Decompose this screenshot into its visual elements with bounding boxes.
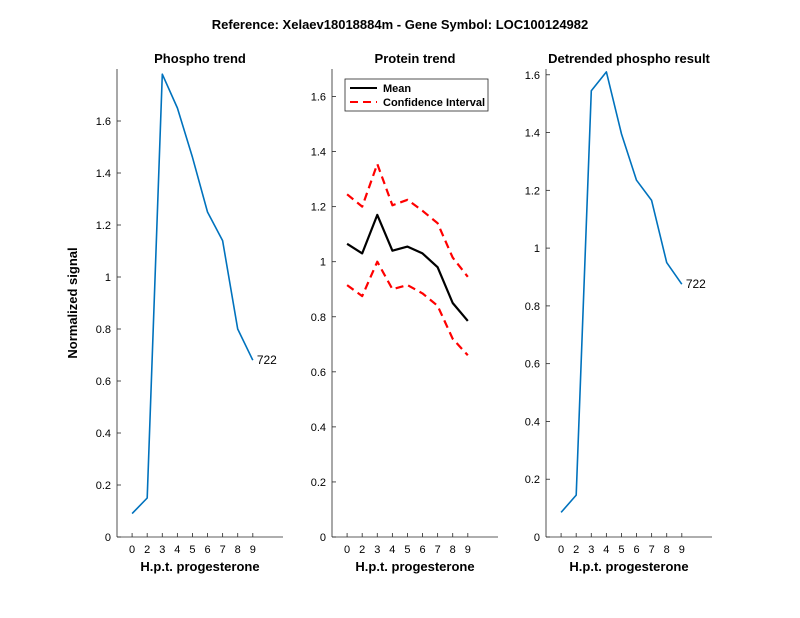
series-line-1 [131, 73, 254, 515]
x-tick-label: 8 [450, 544, 456, 556]
x-tick-label: 2 [144, 544, 150, 556]
x-axis-label: H.p.t. progesterone [140, 559, 259, 574]
subplot-title: Detrended phospho result [548, 51, 710, 66]
y-tick-label: 1.6 [311, 92, 326, 104]
axes-container: 00.20.40.60.811.21.41.60 2 3 4 5 6 7 8 9Phospho … [65, 51, 712, 574]
series-line-1 [560, 71, 683, 513]
y-tick-label: 1.4 [525, 128, 540, 140]
y-tick-label: 1.2 [311, 202, 326, 214]
y-tick-label: 0 [320, 532, 326, 544]
x-tick-label: 3 [588, 544, 594, 556]
legend-label: Confidence Interval [383, 97, 485, 109]
y-tick-label: 0.4 [311, 422, 326, 434]
legend-label: Mean [383, 83, 411, 95]
x-tick-label: 4 [603, 544, 609, 556]
subplot-2: 00.20.40.60.811.21.41.60 2 3 4 5 6 7 8 9Protein … [311, 51, 498, 574]
x-tick-label: 0 [558, 544, 564, 556]
series-line-3 [346, 260, 469, 357]
x-tick-label: 2 [359, 544, 365, 556]
y-tick-label: 0 [534, 532, 540, 544]
y-tick-label: 1.2 [525, 185, 540, 197]
y-tick-label: 1.6 [96, 116, 111, 128]
end-point-annotation: 722 [686, 277, 706, 291]
x-tick-label: 8 [235, 544, 241, 556]
y-tick-label: 1 [105, 272, 111, 284]
y-tick-label: 0.8 [525, 301, 540, 313]
x-tick-label: 3 [374, 544, 380, 556]
y-tick-label: 1.4 [96, 168, 111, 180]
y-tick-label: 0.4 [525, 416, 540, 428]
y-tick-label: 0.8 [96, 324, 111, 336]
y-tick-label: 0.2 [525, 474, 540, 486]
y-tick-label: 0.2 [311, 477, 326, 489]
series-line-1 [346, 213, 469, 322]
end-point-annotation: 722 [257, 353, 277, 367]
y-tick-label: 0 [105, 532, 111, 544]
x-tick-label: 7 [220, 544, 226, 556]
x-tick-label: 4 [174, 544, 180, 556]
x-tick-label: 9 [679, 544, 685, 556]
y-tick-label: 0.8 [311, 312, 326, 324]
x-tick-label: 7 [649, 544, 655, 556]
x-tick-label: 7 [435, 544, 441, 556]
legend: Mean Confidence Interval [344, 78, 489, 112]
subplot-3: 00.20.40.60.811.21.41.60 2 3 4 5 6 7 8 9Detrende… [525, 51, 712, 574]
x-tick-label: 9 [250, 544, 256, 556]
y-tick-label: 0.6 [311, 367, 326, 379]
x-tick-label: 6 [419, 544, 425, 556]
subplot-title: Phospho trend [154, 51, 246, 66]
x-tick-label: 3 [159, 544, 165, 556]
y-tick-label: 0.6 [96, 376, 111, 388]
x-tick-label: 4 [389, 544, 395, 556]
x-tick-label: 5 [404, 544, 410, 556]
y-axis-label: Normalized signal [65, 247, 80, 358]
series-line-2 [346, 162, 469, 278]
figure-title: Reference: Xelaev18018884m - Gene Symbol… [212, 17, 589, 32]
x-tick-label: 5 [618, 544, 624, 556]
x-tick-label: 9 [465, 544, 471, 556]
y-tick-label: 1.2 [96, 220, 111, 232]
x-tick-label: 6 [204, 544, 210, 556]
y-tick-label: 1 [534, 243, 540, 255]
y-tick-label: 1.4 [311, 147, 326, 159]
x-tick-label: 6 [633, 544, 639, 556]
y-tick-label: 1.6 [525, 70, 540, 82]
y-tick-label: 1 [320, 257, 326, 269]
x-axis-label: H.p.t. progesterone [355, 559, 474, 574]
y-tick-label: 0.6 [525, 359, 540, 371]
y-tick-label: 0.4 [96, 428, 111, 440]
x-tick-label: 5 [189, 544, 195, 556]
x-axis-label: H.p.t. progesterone [569, 559, 688, 574]
legend-box [344, 78, 489, 112]
x-tick-label: 0 [344, 544, 350, 556]
x-tick-label: 2 [573, 544, 579, 556]
y-tick-label: 0.2 [96, 480, 111, 492]
x-tick-label: 8 [664, 544, 670, 556]
subplot-1: 00.20.40.60.811.21.41.60 2 3 4 5 6 7 8 9Phospho … [65, 51, 283, 574]
x-tick-label: 0 [129, 544, 135, 556]
subplot-title: Protein trend [375, 51, 456, 66]
